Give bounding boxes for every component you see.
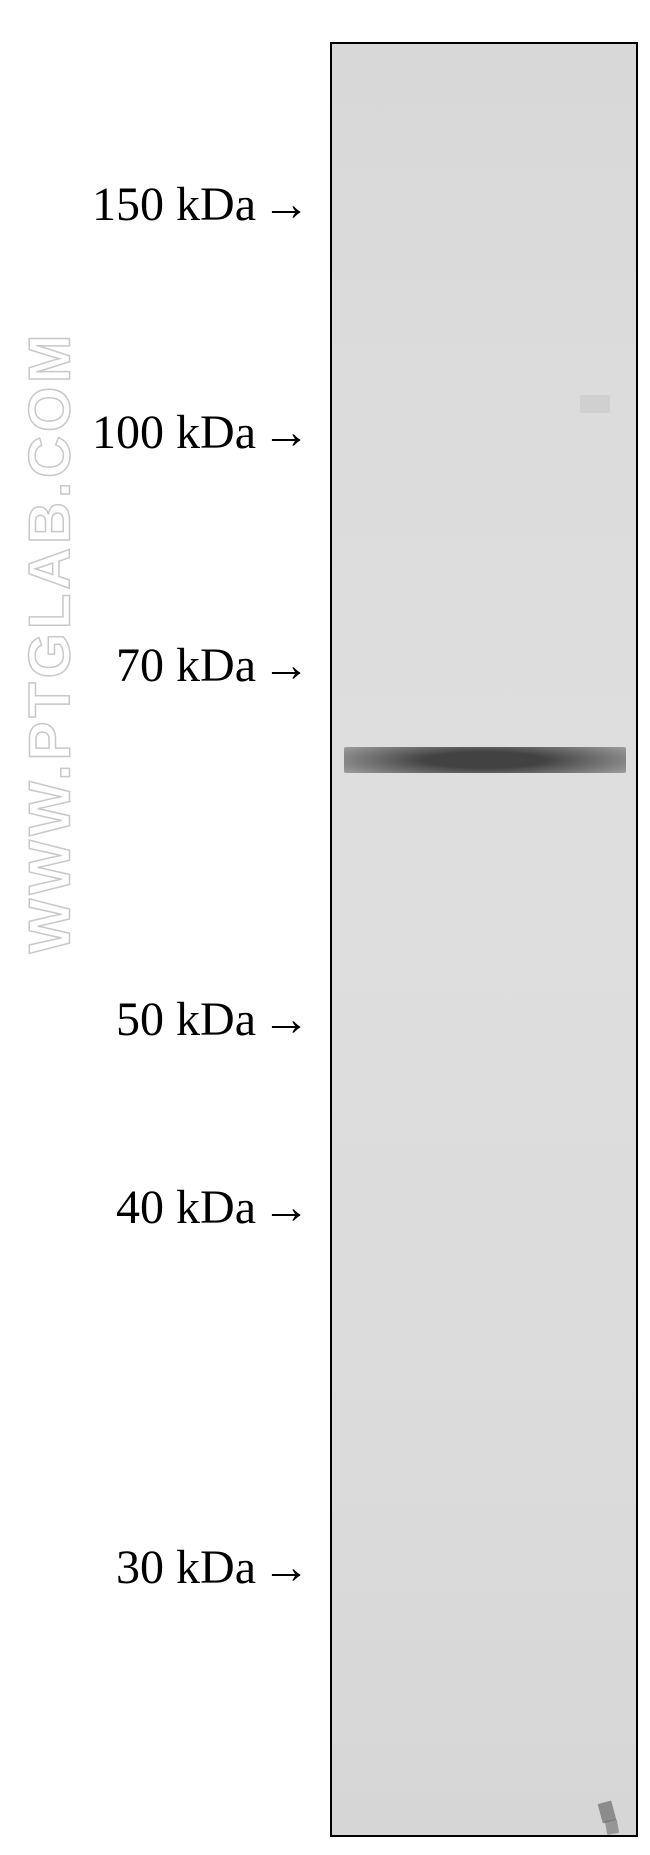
mw-marker-label: 70 kDa→ [0, 638, 310, 693]
blot-artifact [605, 1819, 619, 1835]
western-blot-figure: WWW.PTGLAB.COM 150 kDa→100 kDa→70 kDa→50… [0, 0, 650, 1855]
mw-marker-text: 50 kDa [116, 993, 256, 1046]
arrow-right-icon: → [262, 1540, 310, 1595]
arrow-right-icon: → [262, 177, 310, 232]
blot-lane [330, 42, 638, 1837]
mw-marker-label: 50 kDa→ [0, 992, 310, 1047]
blot-artifact [580, 395, 610, 413]
arrow-right-icon: → [262, 992, 310, 1047]
mw-marker-label: 150 kDa→ [0, 177, 310, 232]
mw-marker-text: 30 kDa [116, 1541, 256, 1594]
mw-marker-label: 100 kDa→ [0, 405, 310, 460]
arrow-right-icon: → [262, 638, 310, 693]
mw-marker-text: 70 kDa [116, 639, 256, 692]
mw-marker-label: 40 kDa→ [0, 1180, 310, 1235]
mw-marker-text: 40 kDa [116, 1181, 256, 1234]
arrow-right-icon: → [262, 1180, 310, 1235]
arrow-right-icon: → [262, 405, 310, 460]
protein-band [344, 747, 626, 773]
mw-marker-text: 150 kDa [92, 178, 256, 231]
mw-marker-text: 100 kDa [92, 406, 256, 459]
mw-marker-label: 30 kDa→ [0, 1540, 310, 1595]
